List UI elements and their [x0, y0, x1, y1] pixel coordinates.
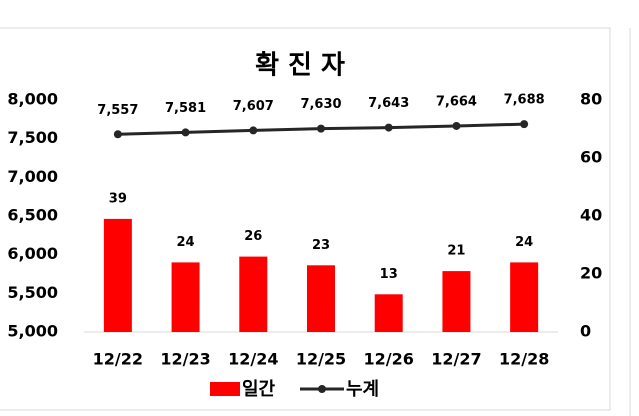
line-marker: [452, 121, 461, 130]
y2-tick-label: 0: [580, 322, 591, 341]
legend-label: 일간: [242, 379, 276, 400]
bar: [171, 262, 200, 332]
line-marker: [113, 130, 122, 139]
line-marker: [317, 124, 325, 133]
bar: [239, 256, 268, 332]
x-tick-label: 12/27: [431, 350, 481, 369]
x-tick-label: 12/23: [160, 350, 210, 369]
y-tick-label: 6,000: [7, 244, 58, 263]
y-tick-label: 6,500: [7, 206, 58, 225]
line-value-label: 7,607: [233, 99, 274, 114]
bar: [510, 262, 539, 332]
chart-frame: [0, 27, 611, 411]
legend-label: 누계: [346, 379, 379, 400]
line-value-label: 7,630: [300, 97, 341, 112]
bar-value-label: 24: [515, 235, 533, 250]
y-tick-label: 5,500: [7, 283, 58, 302]
bar-value-label: 26: [244, 229, 262, 244]
line-marker: [384, 123, 393, 132]
line-value-label: 7,557: [97, 103, 138, 118]
bar: [374, 294, 403, 332]
legend-marker: [318, 385, 326, 393]
y-tick-label: 7,000: [7, 167, 58, 186]
bar-value-label: 23: [312, 238, 330, 253]
bar: [307, 265, 335, 332]
bar-value-label: 21: [447, 244, 465, 259]
y2-tick-label: 60: [580, 148, 602, 167]
x-tick-label: 12/22: [93, 350, 143, 369]
x-tick-label: 12/26: [364, 350, 414, 369]
bar: [442, 271, 471, 332]
x-tick-label: 12/25: [296, 350, 346, 369]
chart-title: 확 진 자: [255, 51, 345, 81]
bar-value-label: 13: [380, 267, 398, 282]
line-value-label: 7,643: [368, 96, 409, 111]
y2-tick-label: 40: [580, 206, 602, 225]
line-value-label: 7,664: [436, 94, 477, 109]
y2-tick-label: 80: [580, 90, 602, 109]
y-tick-label: 8,000: [7, 90, 58, 109]
legend-swatch: [210, 382, 240, 396]
bar-value-label: 24: [177, 235, 195, 250]
line-marker: [520, 120, 529, 129]
x-tick-label: 12/24: [228, 350, 278, 369]
bar-value-label: 39: [109, 191, 127, 206]
y-tick-label: 7,500: [7, 128, 58, 147]
bar: [103, 218, 132, 332]
line-marker: [181, 128, 190, 137]
x-tick-label: 12/28: [499, 350, 549, 369]
y-tick-label: 5,000: [7, 322, 58, 341]
line-marker: [249, 126, 258, 135]
line-value-label: 7,581: [165, 101, 206, 116]
y2-tick-label: 20: [580, 264, 602, 283]
line-value-label: 7,688: [504, 93, 545, 108]
